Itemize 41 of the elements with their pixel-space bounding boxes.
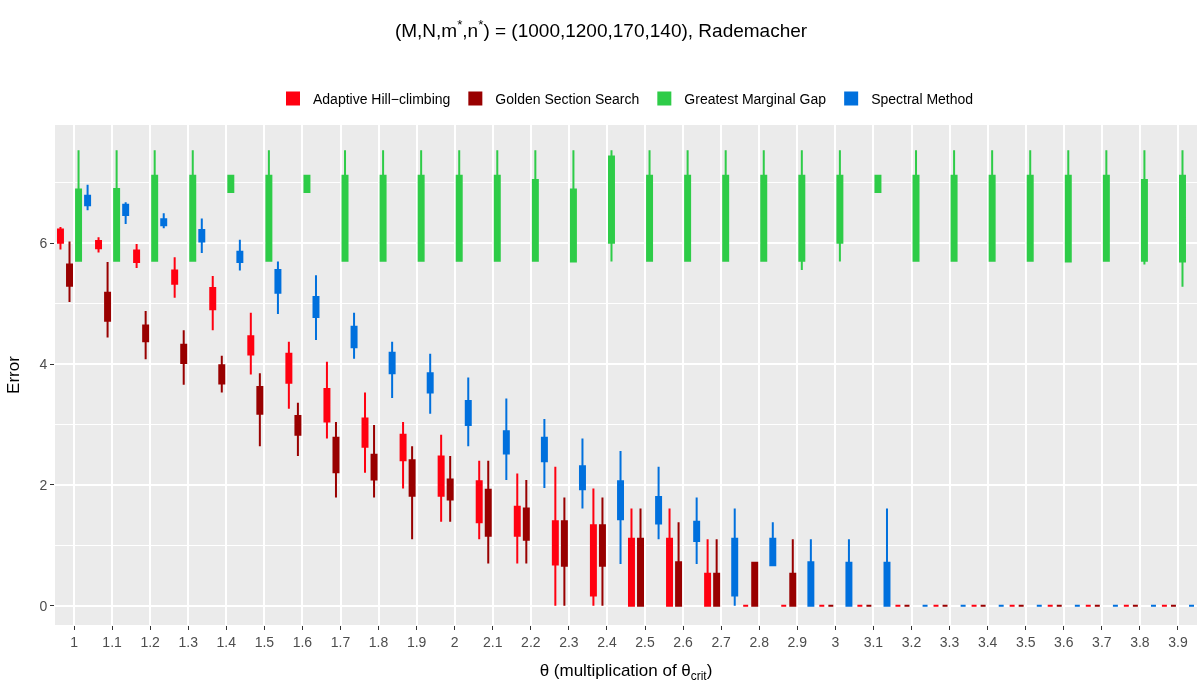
- y-axis-title: Error: [3, 355, 23, 394]
- x-tick-label: 2.5: [635, 633, 655, 650]
- x-tick-label: 3.4: [977, 633, 998, 650]
- x-tick-label: 2.9: [787, 633, 808, 650]
- x-tick-label: 1.5: [254, 633, 275, 650]
- x-axis-title: θ (multiplication of θ$_{crit}$): [539, 661, 713, 683]
- y-tick-label: 4: [39, 356, 48, 373]
- x-tick-label: 2: [450, 633, 459, 650]
- legend-label: Adaptive Hill−climbing: [313, 91, 451, 108]
- x-tick-label: 1.6: [292, 633, 313, 650]
- x-tick-label: 3.6: [1054, 633, 1074, 650]
- x-tick-label: 1.3: [178, 633, 199, 650]
- x-tick-label: 2.1: [483, 633, 503, 650]
- x-tick-label: 2.6: [673, 633, 694, 650]
- x-tick-label: 2.4: [597, 633, 617, 650]
- x-tick-label: 1.4: [216, 633, 237, 650]
- legend-label: Greatest Marginal Gap: [684, 91, 827, 108]
- x-tick-label: 2.3: [559, 633, 579, 650]
- x-tick-label: 3.8: [1130, 633, 1150, 650]
- y-tick-label: 6: [39, 235, 48, 252]
- legend-label: Spectral Method: [871, 91, 974, 108]
- x-tick-label: 3.2: [901, 633, 922, 650]
- chart-title: (M,N,m$^{*}$,n$^{*}$) = (1000,1200,170,140), Rademacher: [394, 17, 808, 42]
- legend-label: Golden Section Search: [495, 91, 640, 108]
- x-tick-label: 1.2: [140, 633, 161, 650]
- x-tick-label: 2.2: [521, 633, 541, 650]
- x-tick-label: 3.3: [939, 633, 960, 650]
- x-tick-label: 3: [831, 633, 840, 650]
- x-tick-label: 3.7: [1092, 633, 1112, 650]
- x-tick-label: 1.7: [330, 633, 351, 650]
- x-tick-label: 1.1: [102, 633, 123, 650]
- x-tick-label: 2.7: [711, 633, 732, 650]
- x-tick-label: 1.9: [406, 633, 427, 650]
- y-tick-label: 2: [39, 476, 48, 493]
- x-tick-label: 3.5: [1015, 633, 1036, 650]
- x-tick-label: 1: [70, 633, 79, 650]
- x-tick-label: 3.1: [863, 633, 884, 650]
- x-tick-label: 1.8: [368, 633, 389, 650]
- x-tick-label: 3.9: [1168, 633, 1188, 650]
- y-tick-label: 0: [39, 597, 48, 614]
- x-tick-label: 2.8: [749, 633, 770, 650]
